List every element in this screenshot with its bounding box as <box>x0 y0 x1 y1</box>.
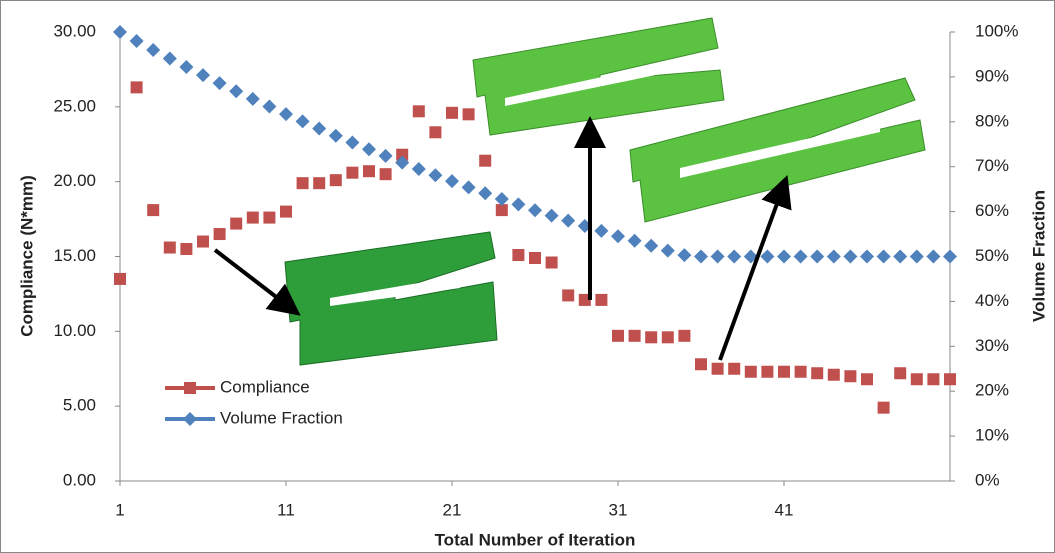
marker <box>811 367 823 379</box>
y2-tick-label: 40% <box>975 291 1009 310</box>
marker <box>131 81 143 93</box>
y2-tick-label: 60% <box>975 201 1009 220</box>
y-tick-label: 5.00 <box>63 396 96 415</box>
marker <box>479 155 491 167</box>
y2-tick-label: 30% <box>975 336 1009 355</box>
marker <box>512 249 524 261</box>
y2-tick-label: 0% <box>975 470 1000 489</box>
marker <box>944 373 956 385</box>
y2-tick-label: 70% <box>975 156 1009 175</box>
chart: Total Number of Iteration Compliance (N*… <box>0 0 1055 553</box>
x-axis-title: Total Number of Iteration <box>435 530 636 549</box>
y-axis-title: Compliance (N*mm) <box>17 175 36 337</box>
x-tick-label: 11 <box>277 500 295 519</box>
marker <box>828 369 840 381</box>
marker <box>346 167 358 179</box>
marker <box>612 330 624 342</box>
marker <box>562 289 574 301</box>
marker <box>645 331 657 343</box>
x-tick-label: 1 <box>115 500 124 519</box>
marker <box>230 218 242 230</box>
y-tick-label: 15.00 <box>53 246 96 265</box>
y-tick-label: 20.00 <box>53 171 96 190</box>
y-tick-label: 10.00 <box>53 321 96 340</box>
marker <box>446 107 458 119</box>
marker <box>263 212 275 224</box>
marker <box>197 236 209 248</box>
marker <box>894 367 906 379</box>
marker <box>662 331 674 343</box>
y-tick-label: 30.00 <box>53 21 96 40</box>
marker <box>861 373 873 385</box>
marker <box>844 370 856 382</box>
legend-marker <box>184 382 196 394</box>
marker <box>878 402 890 414</box>
marker <box>678 330 690 342</box>
marker <box>595 294 607 306</box>
marker <box>180 243 192 255</box>
marker <box>529 252 541 264</box>
marker <box>164 242 176 254</box>
marker <box>911 373 923 385</box>
marker <box>463 108 475 120</box>
marker <box>413 105 425 117</box>
y2-tick-label: 100% <box>975 21 1018 40</box>
marker <box>363 165 375 177</box>
y-tick-label: 0.00 <box>63 470 96 489</box>
marker <box>629 330 641 342</box>
y2-tick-label: 20% <box>975 381 1009 400</box>
y2-tick-label: 50% <box>975 246 1009 265</box>
marker <box>695 358 707 370</box>
y2-tick-label: 10% <box>975 426 1009 445</box>
marker <box>380 168 392 180</box>
y2-axis-title: Volume Fraction <box>1029 190 1048 322</box>
legend-label: Volume Fraction <box>220 408 343 427</box>
legend-label: Compliance <box>220 377 310 396</box>
x-tick-label: 21 <box>443 500 462 519</box>
marker <box>429 126 441 138</box>
marker <box>712 363 724 375</box>
x-tick-label: 41 <box>775 500 794 519</box>
marker <box>927 373 939 385</box>
y2-tick-label: 80% <box>975 111 1009 130</box>
marker <box>147 204 159 216</box>
marker <box>546 256 558 268</box>
marker <box>795 366 807 378</box>
marker <box>114 273 126 285</box>
marker <box>330 174 342 186</box>
marker <box>313 177 325 189</box>
marker <box>728 363 740 375</box>
marker <box>297 177 309 189</box>
marker <box>778 366 790 378</box>
y2-tick-label: 90% <box>975 66 1009 85</box>
x-tick-label: 31 <box>609 500 628 519</box>
marker <box>247 212 259 224</box>
marker <box>761 366 773 378</box>
y-tick-label: 25.00 <box>53 96 96 115</box>
marker <box>280 206 292 218</box>
marker <box>745 366 757 378</box>
marker <box>214 228 226 240</box>
